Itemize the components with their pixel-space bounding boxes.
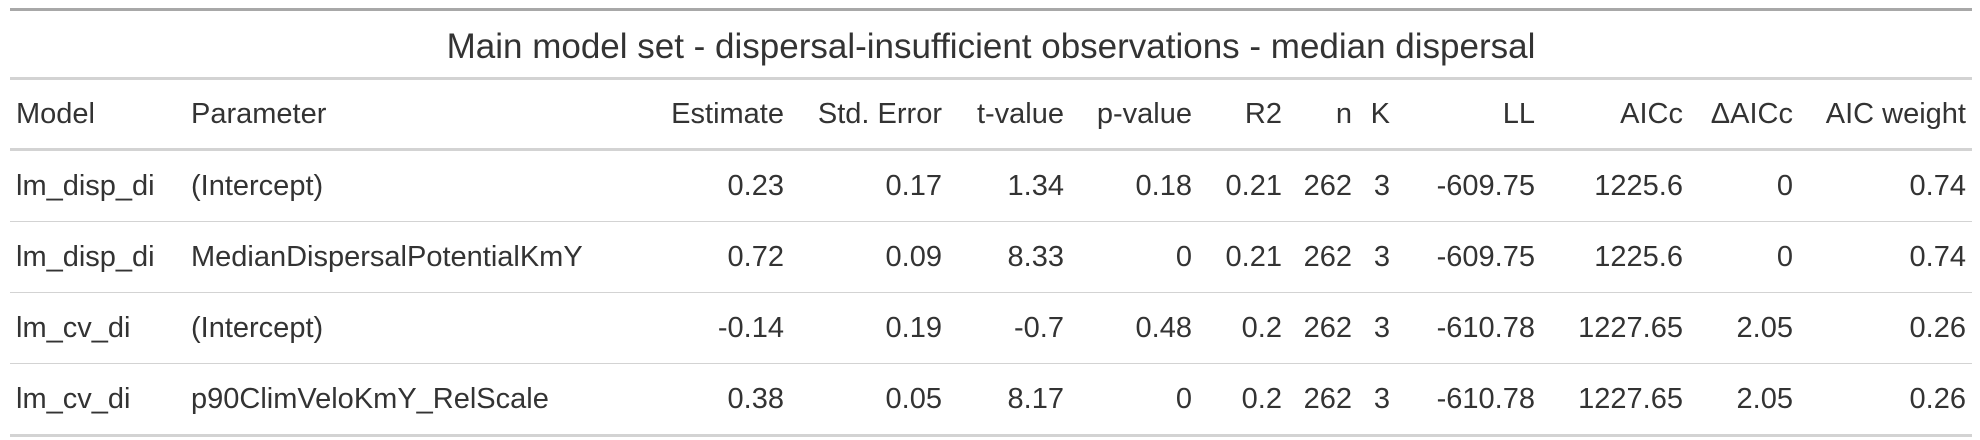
cell-n: 262 [1288,221,1358,293]
cell-k: 3 [1358,221,1396,293]
cell-aic-weight: 0.26 [1799,363,1972,437]
table-row: lm_disp_di MedianDispersalPotentialKmY 0… [10,221,1972,293]
table-row: lm_cv_di p90ClimVeloKmY_RelScale 0.38 0.… [10,363,1972,437]
cell-p-value: 0 [1070,363,1198,437]
cell-aicc: 1225.6 [1541,221,1689,293]
cell-r2: 0.2 [1198,363,1288,437]
cell-n: 262 [1288,149,1358,222]
cell-aicc: 1227.65 [1541,363,1689,437]
column-header-std-error: Std. Error [790,77,948,151]
cell-estimate: -0.14 [635,292,790,364]
cell-model: lm_disp_di [10,149,185,222]
table-row: lm_disp_di (Intercept) 0.23 0.17 1.34 0.… [10,149,1972,222]
cell-estimate: 0.38 [635,363,790,437]
cell-t-value: 1.34 [948,149,1070,222]
cell-std-error: 0.19 [790,292,948,364]
column-header-n: n [1288,77,1358,151]
column-header-aicc: AICc [1541,77,1689,151]
cell-p-value: 0.48 [1070,292,1198,364]
column-header-t-value: t-value [948,77,1070,151]
cell-delta-aicc: 0 [1689,149,1799,222]
cell-model: lm_disp_di [10,221,185,293]
column-header-aic-weight: AIC weight [1799,77,1972,151]
column-header-p-value: p-value [1070,77,1198,151]
column-header-estimate: Estimate [635,77,790,151]
cell-std-error: 0.09 [790,221,948,293]
cell-p-value: 0 [1070,221,1198,293]
header-row: Model Parameter Estimate Std. Error t-va… [10,77,1972,151]
column-header-k: K [1358,77,1396,151]
cell-std-error: 0.05 [790,363,948,437]
cell-parameter: MedianDispersalPotentialKmY [185,221,635,293]
cell-aic-weight: 0.26 [1799,292,1972,364]
cell-estimate: 0.72 [635,221,790,293]
cell-k: 3 [1358,292,1396,364]
cell-n: 262 [1288,292,1358,364]
column-header-r2: R2 [1198,77,1288,151]
cell-estimate: 0.23 [635,149,790,222]
column-header-delta-aicc: ΔAICc [1689,77,1799,151]
cell-k: 3 [1358,363,1396,437]
cell-parameter: (Intercept) [185,292,635,364]
cell-r2: 0.21 [1198,149,1288,222]
cell-delta-aicc: 2.05 [1689,363,1799,437]
column-header-model: Model [10,77,185,151]
cell-t-value: 8.33 [948,221,1070,293]
table-title: Main model set - dispersal-insufficient … [10,8,1972,77]
cell-delta-aicc: 2.05 [1689,292,1799,364]
cell-r2: 0.21 [1198,221,1288,293]
cell-ll: -609.75 [1396,221,1541,293]
cell-p-value: 0.18 [1070,149,1198,222]
cell-std-error: 0.17 [790,149,948,222]
cell-ll: -610.78 [1396,292,1541,364]
cell-delta-aicc: 0 [1689,221,1799,293]
cell-aic-weight: 0.74 [1799,221,1972,293]
column-header-parameter: Parameter [185,77,635,151]
cell-aic-weight: 0.74 [1799,149,1972,222]
model-results-table: Main model set - dispersal-insufficient … [10,8,1972,437]
cell-ll: -610.78 [1396,363,1541,437]
cell-model: lm_cv_di [10,363,185,437]
cell-model: lm_cv_di [10,292,185,364]
cell-parameter: (Intercept) [185,149,635,222]
cell-k: 3 [1358,149,1396,222]
cell-aicc: 1225.6 [1541,149,1689,222]
cell-parameter: p90ClimVeloKmY_RelScale [185,363,635,437]
cell-ll: -609.75 [1396,149,1541,222]
column-header-ll: LL [1396,77,1541,151]
cell-n: 262 [1288,363,1358,437]
cell-r2: 0.2 [1198,292,1288,364]
cell-t-value: 8.17 [948,363,1070,437]
table-row: lm_cv_di (Intercept) -0.14 0.19 -0.7 0.4… [10,292,1972,364]
cell-t-value: -0.7 [948,292,1070,364]
table-container: Main model set - dispersal-insufficient … [10,8,1972,437]
cell-aicc: 1227.65 [1541,292,1689,364]
